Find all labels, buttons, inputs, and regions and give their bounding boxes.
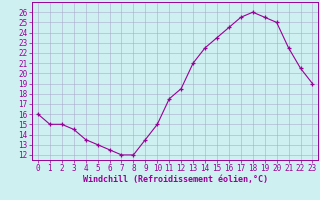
X-axis label: Windchill (Refroidissement éolien,°C): Windchill (Refroidissement éolien,°C) [83, 175, 268, 184]
